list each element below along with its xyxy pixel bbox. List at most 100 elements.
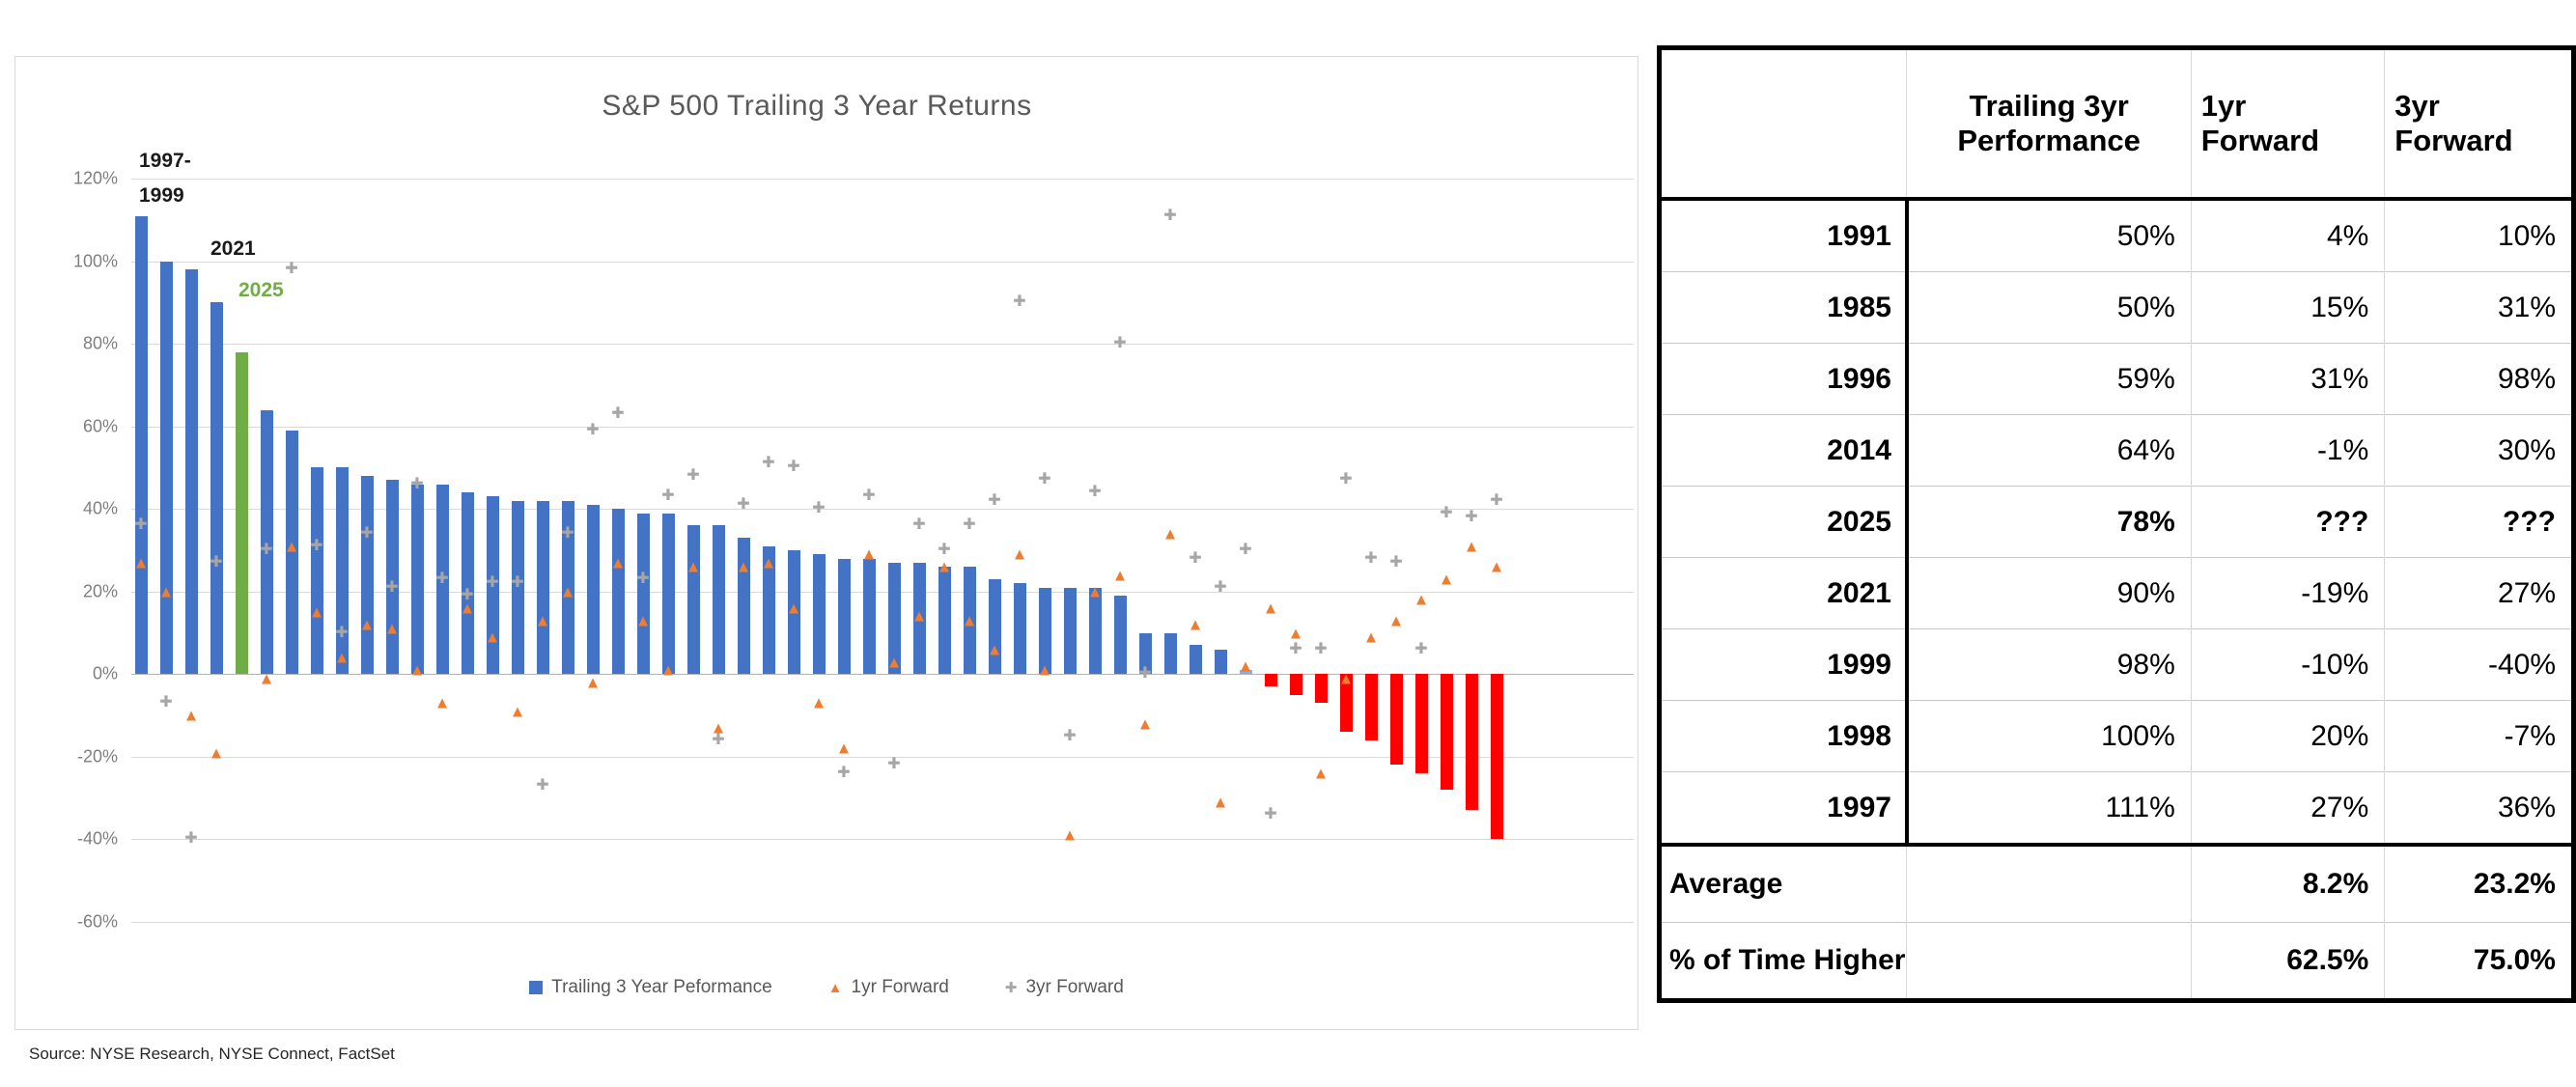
year-cell: 1996 <box>1658 343 1909 415</box>
trailing-performance-bar <box>1088 587 1102 675</box>
source-note: Source: NYSE Research, NYSE Connect, Fac… <box>29 1045 395 1063</box>
trailing-performance-bar <box>737 538 750 675</box>
trailing-performance-bar <box>963 567 976 675</box>
plus-marker: ✚ <box>159 694 173 711</box>
trailing-performance-bar <box>988 578 1001 675</box>
triangle-marker: ▲ <box>1387 611 1405 630</box>
plus-marker: ✚ <box>862 488 876 505</box>
triangle-marker: ▲ <box>308 602 325 622</box>
fwd1-cell: 15% <box>2190 271 2385 344</box>
trailing-performance-bar <box>385 480 399 675</box>
fwd3-cell: ??? <box>2384 486 2574 558</box>
plus-marker: ✚ <box>988 491 1001 509</box>
y-axis-tick-label: 100% <box>72 251 118 271</box>
plus-marker: ✚ <box>184 830 198 848</box>
table-footer-row: % of Time Higher 62.5% 75.0% <box>1658 922 2574 1001</box>
trailing-cell: 100% <box>1906 700 2192 772</box>
trailing-performance-bar <box>210 302 223 675</box>
plus-marker: ✚ <box>1389 553 1403 571</box>
triangle-marker: ▲ <box>1011 544 1028 564</box>
trailing-performance-bar <box>310 467 323 675</box>
year-cell: 1998 <box>1658 700 1909 772</box>
table-row: 2014 64% -1% 30% <box>1658 414 2574 487</box>
plot-area: 120% 100% 80% 60% 40% 20% 0% -20% -40% -60% ▲ ▲ ▲ ▲ ▲ ▲… <box>73 150 1634 932</box>
trailing-performance-bar <box>1314 674 1328 704</box>
triangle-marker: ▲ <box>1162 524 1179 544</box>
plus-marker: ✚ <box>812 500 826 517</box>
plus-marker: ✚ <box>410 475 424 492</box>
plus-marker: ✚ <box>134 516 148 534</box>
plus-marker: ✚ <box>1063 727 1077 744</box>
triangle-marker: ▲ <box>885 653 903 671</box>
plus-marker: ✚ <box>787 459 800 476</box>
fwd3-cell: 98% <box>2384 343 2574 415</box>
plus-marker: ✚ <box>1490 491 1503 509</box>
header-trailing-3yr-performance: Trailing 3yr Performance <box>1906 47 2192 201</box>
plus-marker: ✚ <box>285 261 298 278</box>
triangle-marker: ▲ <box>1061 825 1078 845</box>
trailing-performance-bar <box>461 492 474 675</box>
triangle-marker: ▲ <box>1237 656 1254 676</box>
plus-marker: ✚ <box>1440 504 1453 521</box>
trailing-performance-bar <box>1364 674 1378 740</box>
trailing-performance-bar <box>686 525 700 675</box>
fwd1-cell: -1% <box>2190 414 2385 487</box>
y-axis-tick-label: 60% <box>82 416 118 436</box>
y-axis-tick-label: 20% <box>82 581 118 601</box>
triangle-marker: ▲ <box>383 619 401 638</box>
triangle-marker: ▲ <box>1262 599 1279 618</box>
year-cell: 1999 <box>1658 628 1909 701</box>
trailing-performance-bar <box>536 500 549 675</box>
plus-marker: ✚ <box>636 570 650 587</box>
legend-label: 3yr Forward <box>1025 977 1124 997</box>
triangle-marker: ▲ <box>835 739 853 758</box>
trailing-performance-bar <box>235 351 248 675</box>
fwd3-cell: 36% <box>2384 771 2574 845</box>
chart-panel: S&P 500 Trailing 3 Year Returns 120% 100%… <box>14 56 1638 1030</box>
triangle-marker: ▲ <box>1463 537 1480 556</box>
plus-marker: ✚ <box>561 524 574 542</box>
y-axis-tick-label: -40% <box>76 828 118 849</box>
legend-item: ✚ 3yr Forward <box>1005 977 1124 998</box>
triangle-marker: ▲ <box>208 743 225 763</box>
plus-marker: ✚ <box>762 455 775 472</box>
trailing-cell: 98% <box>1906 628 2192 701</box>
fwd3-cell: 30% <box>2384 414 2574 487</box>
gridline <box>131 261 1634 263</box>
year-cell: 1997 <box>1658 771 1909 845</box>
plus-marker: ✚ <box>912 516 926 534</box>
trailing-performance-bar <box>1490 674 1503 840</box>
fwd1-cell: -19% <box>2190 557 2385 629</box>
triangle-marker: ▲ <box>936 557 953 576</box>
chart-legend: Trailing 3 Year Peformance ▲ 1yr Forward ✚ 3… <box>15 977 1638 998</box>
triangle-marker: ▲ <box>1287 624 1304 643</box>
trailing-performance-bar <box>661 513 675 675</box>
plus-marker: ✚ <box>686 467 700 484</box>
triangle-marker: ▲ <box>157 582 175 601</box>
trailing-performance-bar <box>159 261 173 675</box>
year-cell: 1991 <box>1658 198 1909 272</box>
trailing-performance-bar <box>812 554 826 675</box>
plus-marker: ✚ <box>1239 542 1252 558</box>
fwd1-cell: -10% <box>2190 628 2385 701</box>
gridline <box>131 591 1634 593</box>
plus-marker: ✚ <box>1038 471 1051 488</box>
trailing-cell: 59% <box>1906 343 2192 415</box>
triangle-marker: ▲ <box>634 611 652 630</box>
plus-marker: ✚ <box>737 495 750 513</box>
triangle-marker: ▲ <box>1086 582 1104 601</box>
plus-marker: ✚ <box>1163 207 1177 224</box>
table-row: 1997 111% 27% 36% <box>1658 771 2574 845</box>
header-1yr-forward: 1yr Forward <box>2190 47 2385 201</box>
bar-year-annotation: 2021 <box>210 237 256 260</box>
y-axis-tick-label: 80% <box>82 333 118 353</box>
footer-fwd1-cell: 8.2% <box>2190 843 2385 923</box>
triangle-marker: ▲ <box>459 599 476 618</box>
plus-marker: ✚ <box>435 570 449 587</box>
trailing-cell: 78% <box>1906 486 2192 558</box>
legend-item: Trailing 3 Year Peformance <box>529 977 772 998</box>
trailing-performance-bar <box>435 484 449 675</box>
gridline <box>131 509 1634 511</box>
triangle-marker: ▲ <box>760 553 777 572</box>
plus-marker: ✚ <box>385 578 399 596</box>
